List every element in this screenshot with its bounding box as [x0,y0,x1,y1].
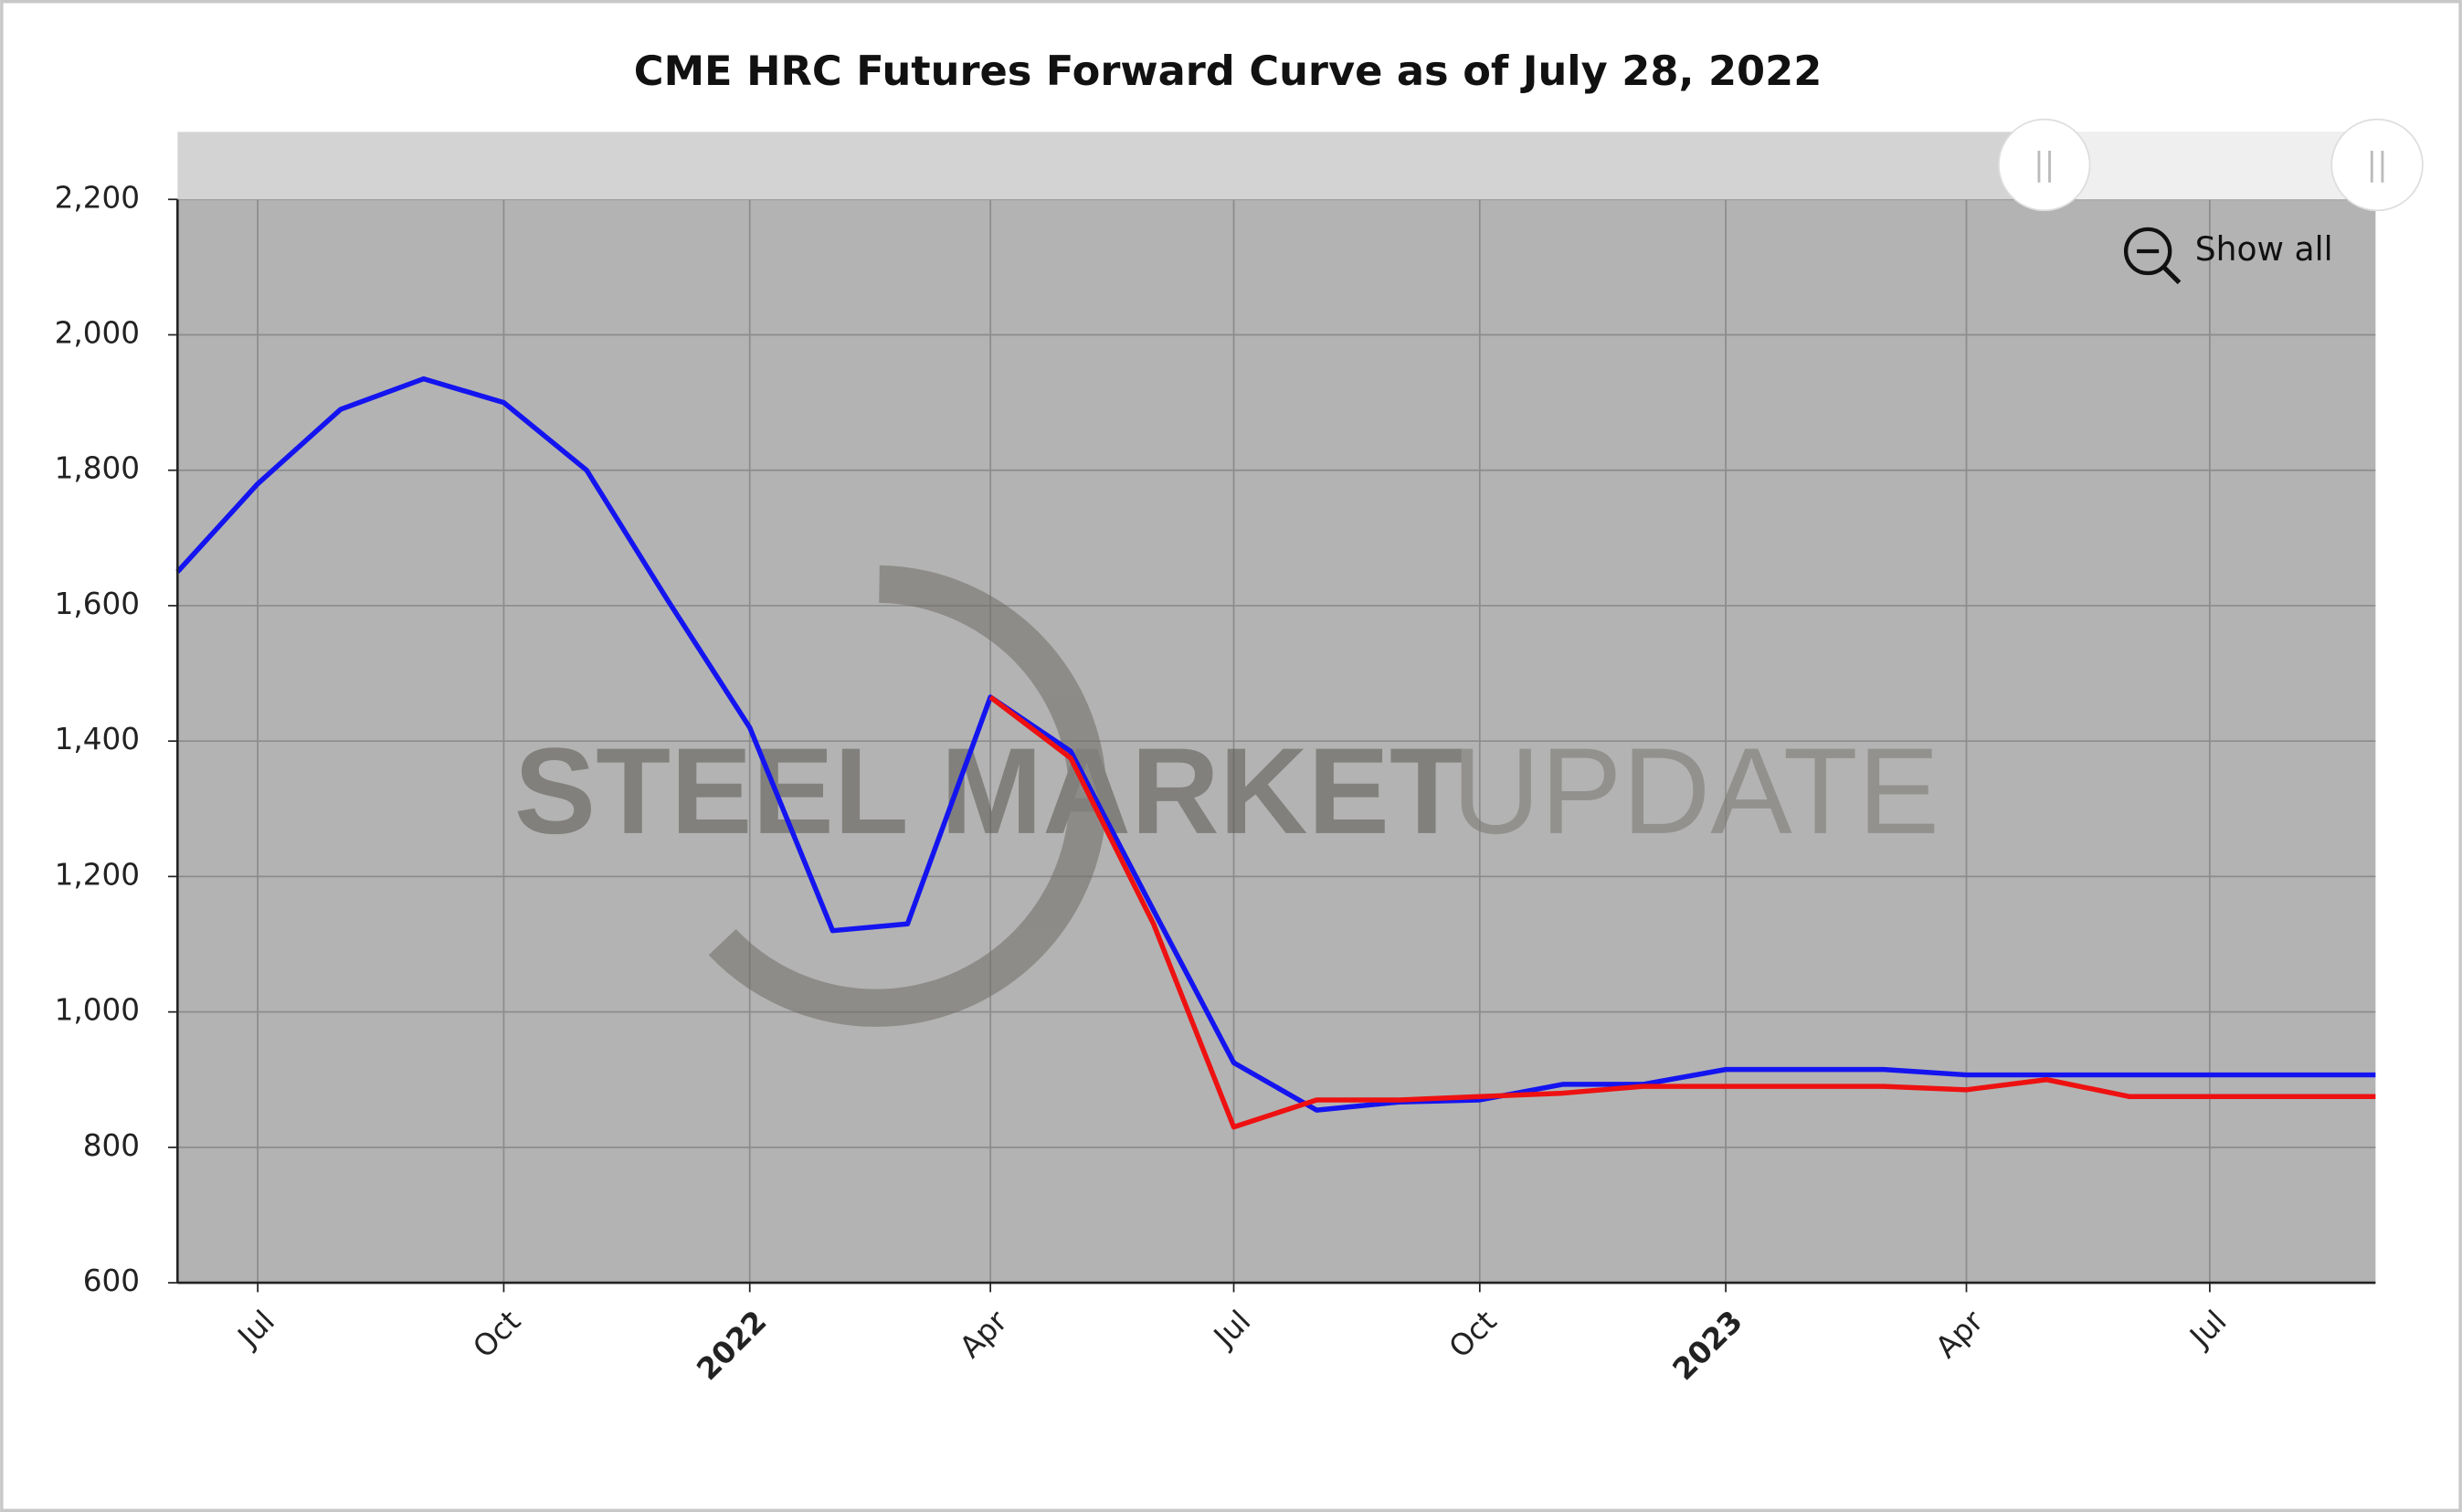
y-tick-label: 1,400 [55,722,140,756]
scroll-handle[interactable] [2330,118,2424,212]
grid [177,198,2376,1284]
y-tick-label: 600 [83,1264,140,1298]
zoom-label[interactable]: Show all [2195,230,2333,269]
y-tick-label: 1,600 [55,587,140,621]
y-tick-label: 2,200 [55,180,140,215]
watermark-ring [708,565,1107,1027]
watermark-text: STEEL MARKET [514,724,1464,860]
handle-grip: || [2366,147,2387,184]
y-tick-label: 1,000 [55,993,140,1028]
scrollbar[interactable]: || || [177,118,2424,212]
scrollbar-thumb[interactable] [2044,132,2376,200]
zoom-icon [2123,227,2172,276]
handle-grip: || [2034,147,2055,184]
watermark: STEEL MARKET UPDATE [514,565,1939,1027]
series-line [988,694,2376,1130]
y-tick-label: 1,200 [55,857,140,892]
zoom-out-button[interactable]: Show all [2123,227,2333,285]
lines [175,375,2376,1130]
y-tick-label: 2,000 [55,315,140,350]
y-tick-label: 1,800 [55,451,140,486]
zoom-icon [2161,265,2182,285]
y-tick-label: 800 [83,1128,140,1163]
chart-title: CME HRC Futures Forward Curve as of July… [634,48,1823,95]
scroll-handle[interactable] [1998,118,2091,212]
series-line [175,375,2376,1113]
watermark-text: UPDATE [1452,724,1939,860]
